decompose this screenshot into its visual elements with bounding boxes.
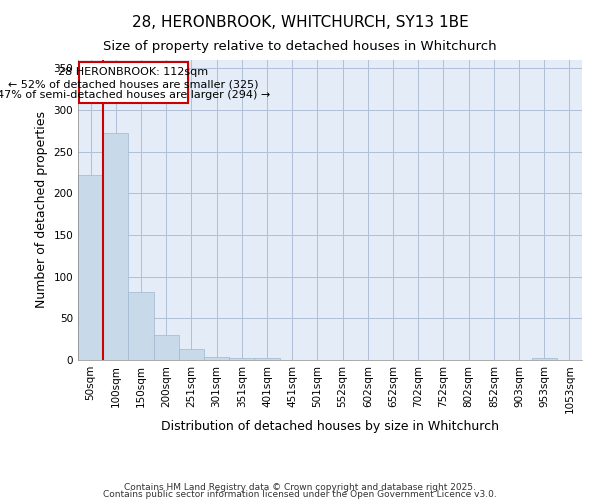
Bar (204, 356, 229, 360)
Text: 28 HERONBROOK: 112sqm: 28 HERONBROOK: 112sqm (58, 66, 209, 76)
Y-axis label: Number of detached properties: Number of detached properties (35, 112, 48, 308)
Bar (128, 292, 154, 360)
Bar (532, 358, 557, 360)
Text: 47% of semi-detached houses are larger (294) →: 47% of semi-detached houses are larger (… (0, 90, 270, 100)
Text: Contains HM Land Registry data © Crown copyright and database right 2025.: Contains HM Land Registry data © Crown c… (124, 484, 476, 492)
Text: Contains public sector information licensed under the Open Government Licence v3: Contains public sector information licen… (103, 490, 497, 499)
Bar (229, 358, 254, 360)
Bar (78, 175, 103, 360)
Bar (103, 132, 128, 360)
Bar (154, 335, 179, 360)
Text: ← 52% of detached houses are smaller (325): ← 52% of detached houses are smaller (32… (8, 79, 259, 89)
FancyBboxPatch shape (79, 62, 188, 104)
Text: Size of property relative to detached houses in Whitchurch: Size of property relative to detached ho… (103, 40, 497, 53)
Bar (179, 349, 204, 360)
Bar (254, 358, 280, 360)
Text: 28, HERONBROOK, WHITCHURCH, SY13 1BE: 28, HERONBROOK, WHITCHURCH, SY13 1BE (131, 15, 469, 30)
X-axis label: Distribution of detached houses by size in Whitchurch: Distribution of detached houses by size … (161, 420, 499, 434)
